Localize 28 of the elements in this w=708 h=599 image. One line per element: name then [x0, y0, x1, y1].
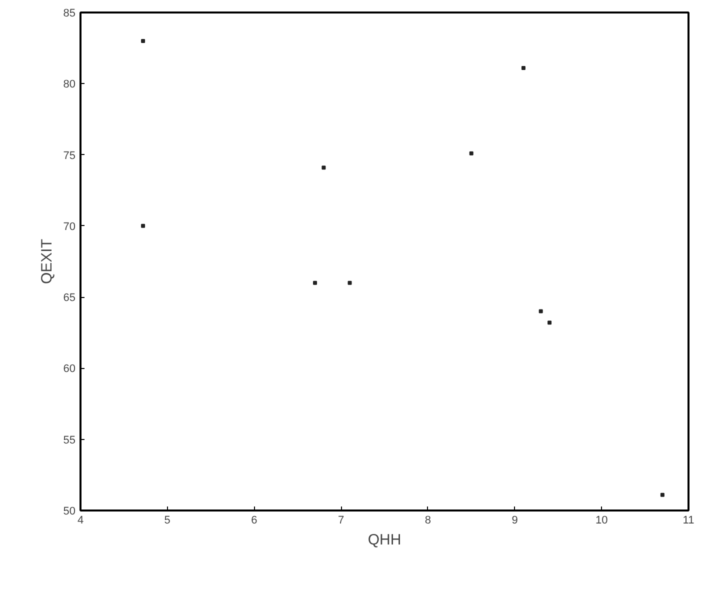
x-tick-label: 11: [682, 514, 694, 526]
y-tick-label: 85: [63, 8, 76, 20]
y-tick-label: 60: [63, 363, 76, 376]
x-tick-label: 8: [424, 514, 431, 526]
x-tick-label: 4: [77, 514, 84, 526]
point: [521, 66, 526, 70]
point: [548, 320, 552, 325]
x-tick-label: 9: [512, 514, 518, 526]
x-axis-title: QHH: [368, 532, 402, 548]
point: [141, 224, 146, 228]
x-tick-label: 5: [164, 514, 170, 526]
x-tick-label: 6: [251, 514, 258, 526]
point: [538, 309, 543, 314]
y-tick-label: 55: [63, 434, 76, 446]
point: [348, 280, 352, 285]
y-tick-label: 50: [63, 506, 76, 518]
x-tick-label: 7: [338, 514, 344, 526]
point: [660, 492, 664, 497]
y-tick-label: 65: [63, 292, 76, 304]
x-tick-label: 10: [596, 514, 608, 526]
point: [469, 151, 474, 156]
point: [141, 38, 146, 43]
y-tick-label: 75: [63, 150, 76, 162]
point: [313, 280, 318, 285]
y-tick-label: 80: [63, 78, 76, 91]
point: [322, 166, 326, 170]
y-axis-title: QEXIT: [38, 238, 56, 284]
y-tick-label: 70: [63, 220, 76, 233]
